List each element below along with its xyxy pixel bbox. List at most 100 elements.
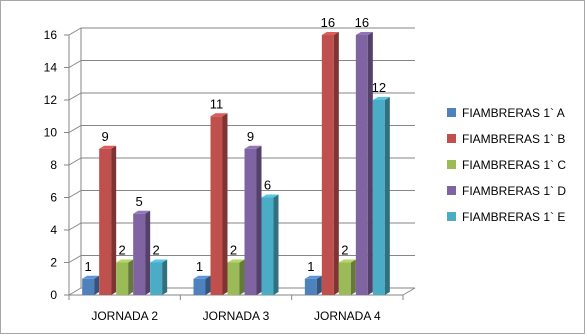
bar <box>99 145 117 295</box>
legend-label: FIAMBRERAS 1` D <box>462 184 566 198</box>
bar-front <box>210 116 223 295</box>
bar-front <box>227 262 240 295</box>
legend-swatch <box>447 160 456 169</box>
bar <box>82 275 100 295</box>
data-label: 2 <box>230 243 237 258</box>
data-label: 11 <box>210 96 224 111</box>
bar-top <box>372 97 390 100</box>
floor-right-edge <box>402 287 416 296</box>
bar <box>304 275 322 295</box>
bar-front <box>304 278 317 295</box>
bar <box>321 32 339 295</box>
y-tick-labels: 0 2 4 6 8 10 12 14 16 <box>44 28 58 302</box>
bar-front <box>372 100 385 295</box>
bar-side <box>94 275 100 295</box>
bar-top <box>261 194 279 198</box>
gridline-side <box>68 60 82 68</box>
bar <box>133 210 151 295</box>
data-label: 9 <box>247 129 254 144</box>
bar <box>193 275 211 295</box>
bar <box>261 194 279 295</box>
bar <box>150 259 168 295</box>
bar-side <box>333 32 339 295</box>
bar-front <box>133 213 146 295</box>
bar-top <box>355 32 373 35</box>
y-tick-label: 12 <box>44 93 58 107</box>
bar-side <box>256 145 262 295</box>
y-tick-label: 8 <box>50 158 57 172</box>
bar-front <box>150 262 163 295</box>
data-label: 2 <box>341 243 348 258</box>
bar-top <box>82 275 100 279</box>
bar-side <box>273 194 279 295</box>
bar <box>244 145 262 295</box>
bar-side <box>145 210 151 295</box>
bar-front <box>321 35 334 295</box>
bar <box>338 259 356 295</box>
data-label: 2 <box>119 243 126 258</box>
bar-top <box>227 259 245 263</box>
y-tick-label: 16 <box>44 28 58 42</box>
bar <box>355 32 373 295</box>
bars <box>82 32 390 295</box>
data-label: 1 <box>307 259 314 274</box>
legend-swatch <box>447 108 456 117</box>
category-label: JORNADA 3 <box>203 309 270 323</box>
data-label: 12 <box>372 80 386 95</box>
data-label: 6 <box>264 178 271 193</box>
legend-label: FIAMBRERAS 1` E <box>462 210 565 224</box>
gridline-side <box>68 27 82 36</box>
bar-front <box>244 148 257 295</box>
bar-side <box>350 259 356 295</box>
gridline-side <box>68 125 82 133</box>
bar-front <box>261 197 274 295</box>
y-tick-label: 0 <box>50 288 57 302</box>
bar-top <box>210 113 228 117</box>
bar-top <box>304 275 322 279</box>
bar-side <box>384 97 390 295</box>
bar-front <box>82 278 95 295</box>
bar-front <box>355 35 368 295</box>
bar-top <box>150 259 168 263</box>
bar-side <box>111 145 117 295</box>
bar-side <box>316 275 322 295</box>
data-label: 1 <box>196 259 203 274</box>
legend-swatch <box>447 186 456 195</box>
y-tick-label: 4 <box>50 223 57 237</box>
gridline-side <box>68 222 82 231</box>
bar-top <box>193 275 211 279</box>
gridline-side <box>68 92 82 101</box>
bar <box>227 259 245 295</box>
data-label: 2 <box>153 243 160 258</box>
bar-side <box>162 259 168 295</box>
bar <box>116 259 134 295</box>
data-label: 16 <box>355 15 369 30</box>
legend-label: FIAMBRERAS 1` C <box>462 158 566 172</box>
category-labels: JORNADA 2 JORNADA 3 JORNADA 4 <box>91 309 381 323</box>
y-tick-label: 10 <box>44 126 58 140</box>
legend-swatch <box>447 134 456 143</box>
bar <box>372 97 390 295</box>
category-label: JORNADA 4 <box>314 309 381 323</box>
y-tick-label: 2 <box>50 256 57 270</box>
y-tick-label: 6 <box>50 191 57 205</box>
bar-top <box>338 259 356 263</box>
gridline-side <box>68 157 82 166</box>
gridline-side <box>68 287 82 296</box>
bar-side <box>239 259 245 295</box>
data-label: 9 <box>102 129 109 144</box>
data-label: 16 <box>321 15 335 30</box>
bar-top <box>133 210 151 214</box>
data-label: 5 <box>136 194 143 209</box>
bar-top <box>116 259 134 263</box>
category-label: JORNADA 2 <box>91 309 158 323</box>
bar-side <box>367 32 373 295</box>
bar-side <box>205 275 211 295</box>
bar <box>210 113 228 295</box>
bar-front <box>338 262 351 295</box>
y-tick-label: 14 <box>44 61 58 75</box>
gridline-side <box>68 255 82 263</box>
bar-side <box>128 259 134 295</box>
